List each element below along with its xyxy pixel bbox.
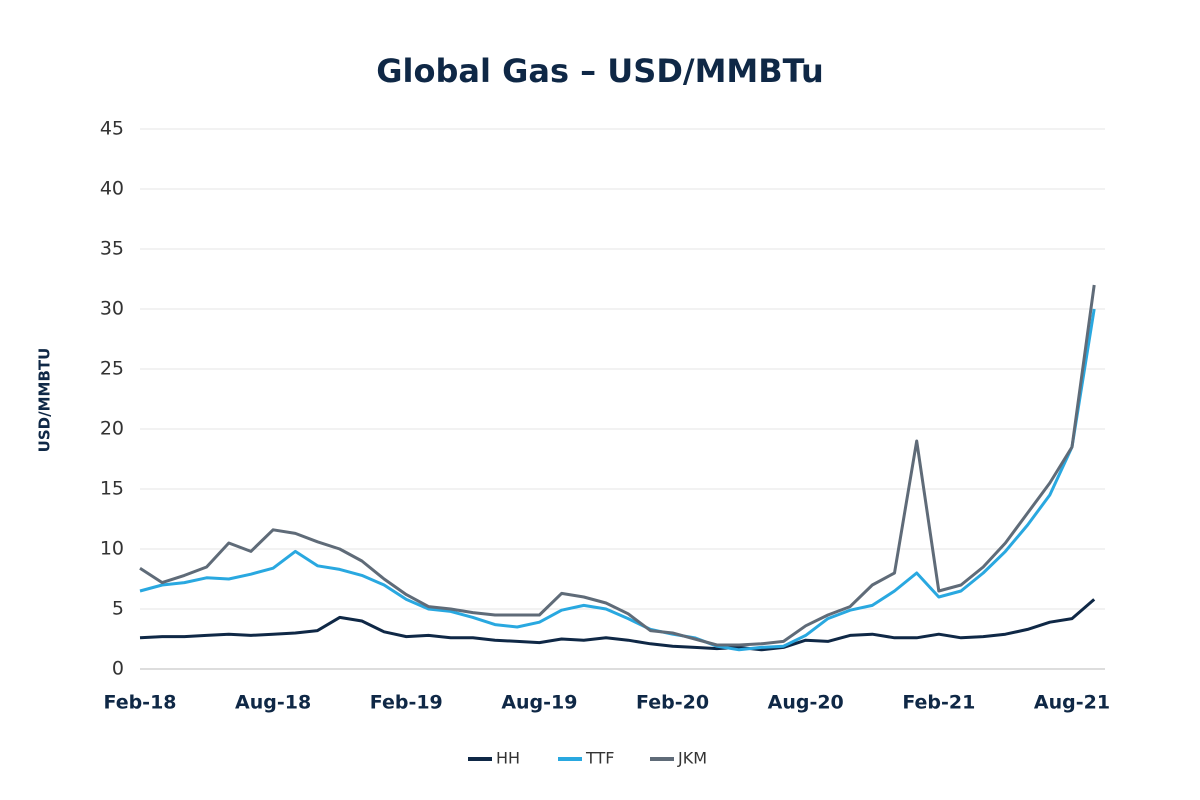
line-series — [139, 308, 1096, 652]
y-tick-label: 5 — [112, 598, 124, 620]
y-tick-label: 20 — [100, 418, 124, 440]
y-tick-label: 0 — [112, 658, 124, 680]
legend-label: JKM — [677, 749, 707, 768]
y-axis-label: USD/MMBTU — [36, 348, 54, 453]
x-tick-label: Aug-19 — [501, 692, 577, 714]
line-series — [139, 598, 1096, 652]
x-tick-label: Feb-19 — [370, 692, 443, 714]
x-tick-label: Aug-20 — [768, 692, 844, 714]
x-tick-label: Feb-20 — [636, 692, 709, 714]
y-tick-label: 35 — [100, 238, 124, 260]
x-tick-label: Feb-21 — [902, 692, 975, 714]
chart-title: Global Gas – USD/MMBTu — [376, 52, 823, 90]
y-tick-label: 25 — [100, 358, 124, 380]
x-tick-label: Aug-21 — [1034, 692, 1110, 714]
x-tick-label: Feb-18 — [103, 692, 176, 714]
x-tick-label: Aug-18 — [235, 692, 311, 714]
legend-label: HH — [496, 749, 520, 768]
legend-label: TTF — [585, 749, 614, 768]
y-tick-label: 30 — [100, 298, 124, 320]
line-series — [139, 284, 1096, 647]
y-tick-label: 10 — [100, 538, 124, 560]
y-tick-label: 45 — [100, 118, 124, 140]
y-tick-label: 15 — [100, 478, 124, 500]
y-tick-label: 40 — [100, 178, 124, 200]
